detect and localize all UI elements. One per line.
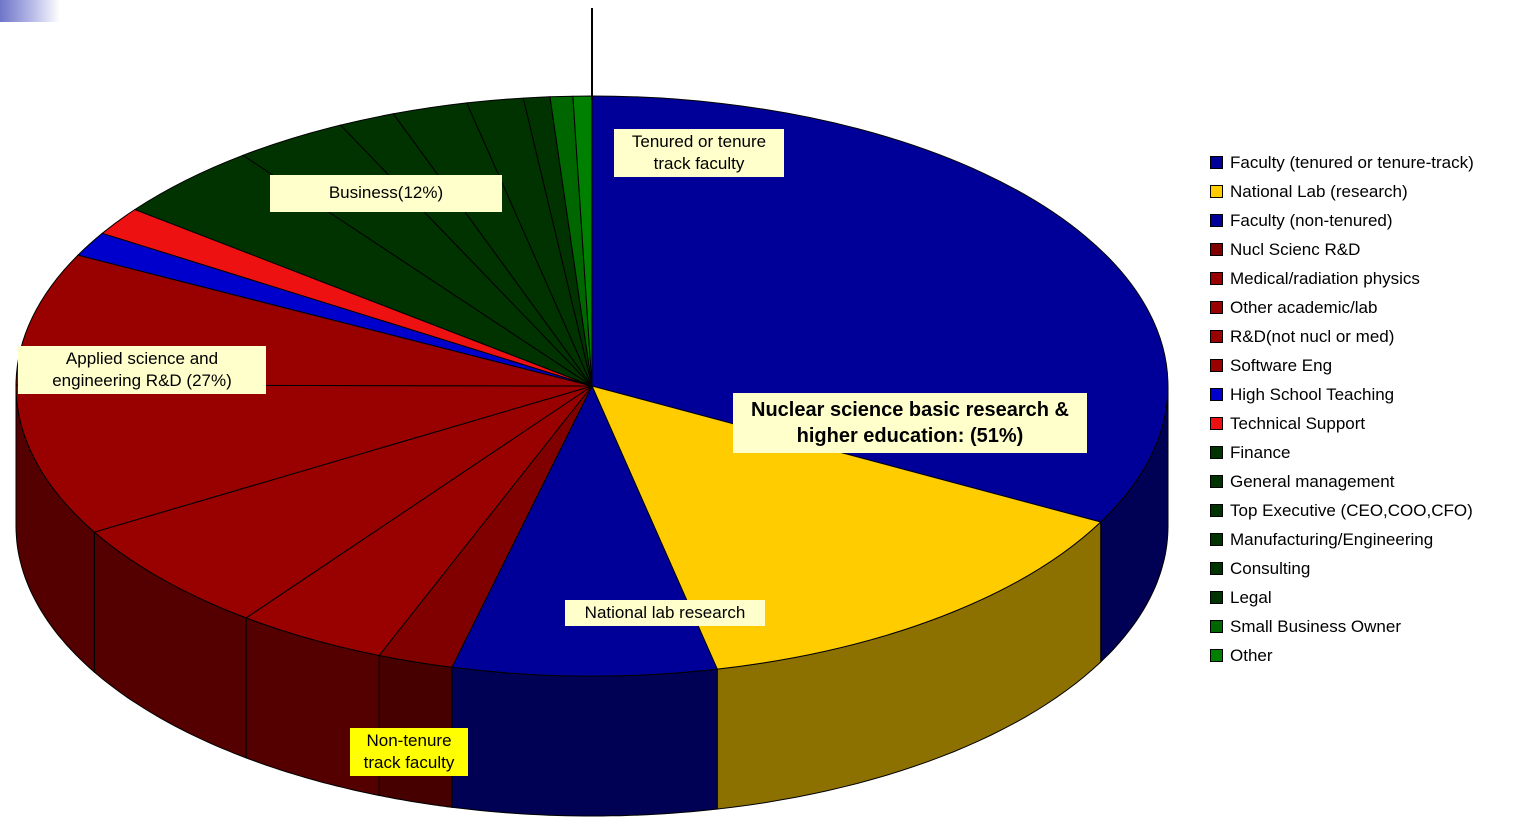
legend-label: Consulting (1230, 558, 1311, 578)
legend-label: Software Eng (1230, 355, 1333, 375)
legend-label: Technical Support (1230, 413, 1366, 433)
legend-label: Other academic/lab (1230, 297, 1378, 317)
legend-item: Faculty (tenured or tenure-track) (1210, 148, 1474, 177)
legend-swatch (1210, 214, 1223, 227)
legend-label: R&D(not nucl or med) (1230, 326, 1395, 346)
legend-item: Technical Support (1210, 409, 1474, 438)
legend-item: Finance (1210, 438, 1474, 467)
pie-sides (15, 385, 1169, 817)
legend-item: Nucl Scienc R&D (1210, 235, 1474, 264)
legend-item: Software Eng (1210, 351, 1474, 380)
legend-label: National Lab (research) (1230, 181, 1408, 201)
legend-label: Top Executive (CEO,COO,CFO) (1230, 500, 1473, 520)
legend-item: National Lab (research) (1210, 177, 1474, 206)
legend-swatch (1210, 359, 1223, 372)
legend-swatch (1210, 330, 1223, 343)
legend-item: Small Business Owner (1210, 612, 1474, 641)
legend-item: Legal (1210, 583, 1474, 612)
legend-label: Nucl Scienc R&D (1230, 239, 1361, 259)
legend-swatch (1210, 446, 1223, 459)
legend-item: Medical/radiation physics (1210, 264, 1474, 293)
legend-item: R&D(not nucl or med) (1210, 322, 1474, 351)
callout-nuclear: Nuclear science basic research & higher … (733, 393, 1087, 453)
callout-nontenure: Non-tenure track faculty (350, 728, 468, 776)
pie-slice-national-lab-research (591, 385, 1102, 670)
legend-label: Small Business Owner (1230, 616, 1402, 636)
legend-swatch (1210, 156, 1223, 169)
callout-business: Business(12%) (270, 175, 502, 212)
legend-item: Consulting (1210, 554, 1474, 583)
legend-item: Top Executive (CEO,COO,CFO) (1210, 496, 1474, 525)
pie-slice-r-d-not-nucl-or-med (15, 384, 593, 533)
legend-swatch (1210, 649, 1223, 662)
legend-swatch (1210, 388, 1223, 401)
callout-tenured: Tenured or tenure track faculty (614, 129, 784, 177)
callout-national: National lab research (565, 600, 765, 626)
pie-slice-other-academic-lab (93, 385, 593, 619)
legend-label: Legal (1230, 587, 1272, 607)
legend-item: General management (1210, 467, 1474, 496)
legend-swatch (1210, 504, 1223, 517)
legend-swatch (1210, 533, 1223, 546)
legend-swatch (1210, 620, 1223, 633)
legend-label: Medical/radiation physics (1230, 268, 1420, 288)
legend-swatch (1210, 243, 1223, 256)
legend-swatch (1210, 417, 1223, 430)
legend-label: Other (1230, 645, 1273, 665)
slide-corner-decoration (0, 0, 60, 22)
legend-swatch (1210, 475, 1223, 488)
legend-item: Other (1210, 641, 1474, 670)
legend: Faculty (tenured or tenure-track) Nationa… (1210, 148, 1474, 670)
legend-item: Manufacturing/Engineering (1210, 525, 1474, 554)
legend-label: Manufacturing/Engineering (1230, 529, 1434, 549)
legend-swatch (1210, 562, 1223, 575)
legend-label: High School Teaching (1230, 384, 1395, 404)
legend-item: Faculty (non-tenured) (1210, 206, 1474, 235)
legend-label: Faculty (tenured or tenure-track) (1230, 152, 1474, 172)
pie-side-faculty-non-tenured (451, 666, 718, 817)
legend-swatch (1210, 272, 1223, 285)
legend-swatch (1210, 185, 1223, 198)
legend-swatch (1210, 301, 1223, 314)
legend-item: High School Teaching (1210, 380, 1474, 409)
legend-label: Finance (1230, 442, 1291, 462)
callout-applied: Applied science and engineering R&D (27%… (18, 346, 266, 394)
pie-slices (15, 95, 1169, 677)
legend-label: Faculty (non-tenured) (1230, 210, 1393, 230)
legend-swatch (1210, 591, 1223, 604)
legend-label: General management (1230, 471, 1395, 491)
legend-item: Other academic/lab (1210, 293, 1474, 322)
